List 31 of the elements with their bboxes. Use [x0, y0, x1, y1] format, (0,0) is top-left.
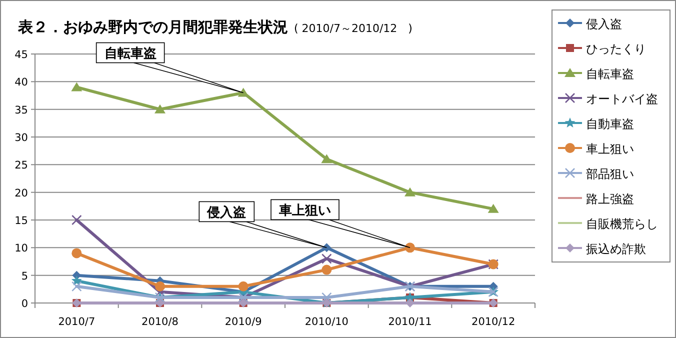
x-tick-label: 2010/7	[58, 316, 96, 328]
y-tick-label: 30	[14, 132, 28, 144]
legend-label: 部品狙い	[586, 167, 634, 181]
y-tick-label: 35	[14, 104, 28, 116]
y-tick-label: 5	[21, 270, 28, 282]
chart-title: 表２．おゆみ野内での月間犯罪発生状況	[18, 18, 288, 36]
legend-label: 路上強盗	[586, 192, 634, 206]
annotation: 自転車盗	[104, 46, 156, 62]
legend-label: 自販機荒らし	[586, 217, 658, 231]
chart-subtitle: ( 2010/7～2010/12 )	[294, 22, 412, 35]
legend-label: 車上狙い	[586, 142, 634, 156]
x-tick-label: 2010/8	[142, 316, 178, 328]
x-tick-label: 2010/11	[388, 316, 432, 328]
y-tick-label: 25	[14, 160, 28, 172]
legend-label: オートバイ盗	[586, 92, 658, 106]
legend-label: 自動車盗	[586, 117, 634, 131]
x-tick-label: 2010/9	[224, 316, 262, 328]
annotation: 車上狙い	[278, 204, 331, 219]
y-tick-label: 15	[14, 215, 28, 227]
y-tick-label: 40	[14, 76, 28, 89]
legend-label: 侵入盗	[586, 17, 622, 31]
y-tick-label: 0	[21, 298, 28, 310]
legend-label: 振込め詐欺	[586, 242, 646, 256]
y-tick-label: 20	[14, 187, 28, 200]
y-tick-label: 10	[14, 242, 28, 255]
legend-label: ひったくり	[586, 42, 646, 56]
y-tick-label: 45	[14, 49, 28, 61]
x-tick-label: 2010/12	[472, 316, 516, 328]
annotation: 侵入盗	[206, 204, 246, 221]
x-tick-label: 2010/10	[304, 316, 348, 328]
legend-label: 自転車盗	[586, 67, 634, 81]
